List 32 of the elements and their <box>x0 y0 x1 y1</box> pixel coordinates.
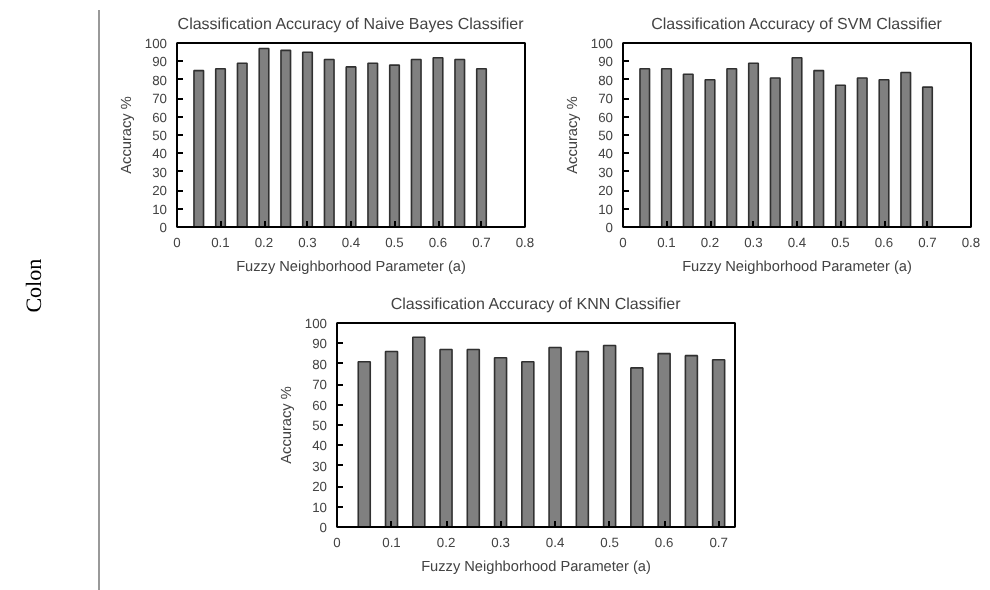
bar <box>367 62 379 227</box>
bar <box>548 346 562 527</box>
bar <box>214 67 227 227</box>
bar <box>258 47 270 227</box>
bar <box>684 354 699 527</box>
bar <box>410 58 422 227</box>
chart-title: Classification Accuracy of SVM Classifier <box>651 15 943 33</box>
bar <box>323 58 335 227</box>
bar <box>575 350 590 527</box>
bar <box>521 360 535 527</box>
bar <box>439 348 453 527</box>
bar <box>357 360 372 527</box>
bar <box>602 344 617 527</box>
bar <box>301 51 314 227</box>
bar <box>475 67 488 227</box>
bar <box>193 69 205 227</box>
bar <box>454 58 466 227</box>
bar <box>630 367 644 527</box>
bar <box>711 358 726 527</box>
bar <box>411 336 426 527</box>
bar <box>466 348 481 527</box>
bar <box>432 56 444 227</box>
bar <box>280 49 292 227</box>
bar <box>345 66 357 227</box>
bar <box>384 350 399 527</box>
bar <box>493 356 508 527</box>
chart-title: Classification Accuracy of Naive Bayes Classifier <box>177 15 525 33</box>
text: Colon <box>21 258 50 313</box>
bar <box>388 64 401 227</box>
bar <box>657 352 671 527</box>
chart-title: Classification Accuracy of KNN Classifier <box>390 295 682 313</box>
bar <box>236 62 248 227</box>
